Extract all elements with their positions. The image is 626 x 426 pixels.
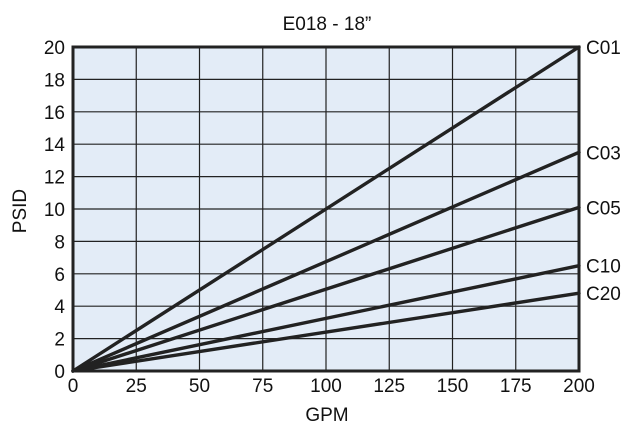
y-tick-label: 8	[54, 232, 65, 253]
y-axis-title: PSID	[10, 189, 31, 233]
x-axis-title: GPM	[305, 405, 348, 426]
y-tick-label: 4	[54, 297, 65, 318]
x-tick-label: 200	[563, 376, 595, 397]
series-label-c10: C10	[586, 257, 621, 278]
series-line-c20	[71, 291, 581, 373]
y-tick-label: 18	[44, 70, 65, 91]
y-tick-label: 16	[44, 103, 65, 124]
series-label-c20: C20	[586, 284, 621, 305]
y-tick-label: 14	[44, 135, 66, 156]
x-tick-label: 75	[252, 376, 273, 397]
x-tick-label: 125	[373, 376, 405, 397]
x-tick-label: 0	[68, 376, 79, 397]
series-line-c10	[71, 264, 581, 373]
x-tick-label: 150	[437, 376, 469, 397]
series-line-c01	[71, 45, 581, 373]
y-tick-label: 20	[44, 38, 65, 59]
series-label-c05: C05	[586, 198, 621, 219]
y-tick-label: 6	[54, 265, 65, 286]
y-tick-label: 0	[54, 362, 65, 383]
x-tick-label: 175	[500, 376, 532, 397]
plot-frame	[71, 45, 581, 373]
series-line-c03	[71, 150, 581, 373]
x-tick-label: 100	[310, 376, 342, 397]
series-label-c03: C03	[586, 143, 621, 164]
x-tick-label: 25	[126, 376, 147, 397]
x-tick-label: 50	[189, 376, 210, 397]
y-tick-label: 10	[44, 200, 65, 221]
series-line-c05	[71, 205, 581, 373]
y-tick-label: 12	[44, 168, 65, 189]
chart-title: E018 - 18”	[283, 14, 372, 35]
y-tick-label: 2	[54, 330, 65, 351]
series-label-c01: C01	[586, 38, 621, 59]
